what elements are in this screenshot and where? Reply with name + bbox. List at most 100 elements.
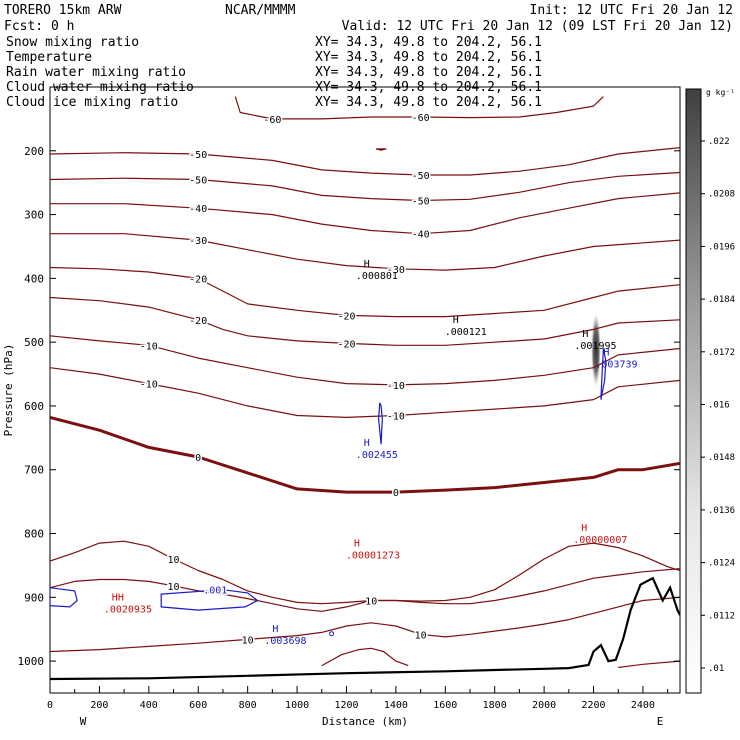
y-tick-label: 500 [24, 336, 44, 349]
isotherm-label: 10 [167, 582, 179, 593]
x-tick-label: 2000 [532, 700, 556, 711]
legend-temperature: Temperature [6, 50, 92, 65]
isotherm-line [618, 660, 680, 669]
cloud-water-contour [50, 587, 78, 608]
x-tick-label: 2400 [631, 700, 655, 711]
y-tick-label: 400 [24, 272, 44, 285]
isotherm-label: 0 [393, 488, 399, 499]
x-tick-label: 1200 [334, 700, 358, 711]
header: TORERO 15km ARW NCAR/MMMM Init: 12 UTC F… [4, 3, 733, 34]
isotherm-label: -50 [189, 150, 207, 161]
x-tick-label: 0 [47, 700, 53, 711]
x-tick-label: 1800 [483, 700, 507, 711]
x-tick-label: 1000 [285, 700, 309, 711]
colorbar-ticks: .022 .0208 .0196 .0184 .0172 .016 .0148 .0136 .0… [701, 137, 735, 674]
maximum-marker-value: .001995 [574, 341, 616, 352]
cloud-water-contour [160, 589, 259, 611]
legend-temperature-xy: XY= 34.3, 49.8 to 204.2, 56.1 [315, 50, 542, 65]
isotherm-line [50, 266, 680, 318]
isotherm-line [50, 335, 680, 386]
colorbar-tick-label: .0112 [708, 611, 735, 621]
maximum-marker-h: H [603, 348, 609, 359]
org-title: NCAR/MMMM [225, 3, 296, 18]
maximum-marker-value: .003739 [595, 360, 637, 371]
colorbar-tick-label: .022 [708, 137, 730, 147]
isotherm-label: -30 [387, 265, 405, 276]
isotherm-label: -50 [412, 171, 430, 182]
isotherm-line [50, 415, 680, 494]
isotherm-label: -60 [263, 115, 281, 126]
colorbar-tick-label: .0124 [708, 559, 735, 569]
cloud-water-contours: .001 [50, 348, 607, 637]
isotherm-label: -60 [412, 113, 430, 124]
cloud-water-contour-label: .001 [203, 586, 227, 597]
x-tick-label: 1600 [433, 700, 457, 711]
isotherm-label: -20 [189, 316, 207, 327]
cloud-water-small-circle [329, 631, 335, 637]
valid-time: Valid: 12 UTC Fri 20 Jan 12 (09 LST Fri … [342, 19, 733, 34]
isotherm-label: -10 [387, 412, 405, 423]
maximum-marker-value: .002455 [356, 450, 398, 461]
isotherm-label: -40 [189, 204, 207, 215]
isotherm-line [50, 192, 680, 235]
x-tick-label: 600 [189, 700, 207, 711]
isotherm-line [375, 148, 387, 151]
colorbar-tick-label: .016 [708, 401, 730, 411]
y-tick-label: 600 [24, 400, 44, 413]
isotherm-label: 10 [365, 597, 377, 608]
maximum-marker-value: .000801 [356, 271, 398, 282]
isotherm-label: -40 [412, 230, 430, 241]
maximum-marker-h: H [364, 438, 370, 449]
legend-rain: Rain water mixing ratio [6, 65, 186, 80]
cloud-water-contour [377, 402, 383, 445]
maximum-marker-value: .003698 [264, 636, 306, 647]
terrain-layer [50, 576, 680, 681]
isotherm-line [50, 568, 680, 612]
maximum-marker-value: .000121 [445, 327, 487, 338]
init-time: Init: 12 UTC Fri 20 Jan 12 [530, 3, 734, 18]
forecast-hour: Fcst: 0 h [4, 19, 74, 34]
x-tick-label: 200 [90, 700, 108, 711]
isotherm-label: 0 [195, 453, 201, 464]
plot-area: -60 -60 -50 -50 -50 -50 -40 -40 -30 -30 -20 -20 -20 -… [50, 96, 680, 681]
legend: Snow mixing ratio XY= 34.3, 49.8 to 204.… [6, 35, 542, 110]
x-axis: 0 200 400 600 800 1000 1200 1400 1600 1800 2000 220… [47, 686, 669, 711]
maximum-marker-h: H [354, 538, 360, 549]
maximum-marker-h: H [582, 329, 588, 340]
maximum-marker-value: .00000007 [573, 535, 627, 546]
isotherm-label: -50 [189, 176, 207, 187]
maximum-marker-h: H [581, 523, 587, 534]
isotherm-line [50, 171, 680, 202]
isotherm-label: 10 [365, 597, 377, 608]
legend-snow-xy: XY= 34.3, 49.8 to 204.2, 56.1 [315, 35, 542, 50]
isotherm-label: 10 [167, 555, 179, 566]
y-tick-label: 900 [24, 591, 44, 604]
isotherm-label: 10 [415, 630, 427, 641]
cloud-water-contour [600, 348, 607, 400]
maximum-marker-value: .00001273 [346, 550, 400, 561]
isotherm-label: 10 [242, 635, 254, 646]
x-axis-east-label: E [657, 715, 664, 728]
cloud-ice-shading [591, 313, 601, 387]
isotherm-label: -10 [140, 341, 158, 352]
isotherm-label: -10 [140, 380, 158, 391]
isotherm-label: -10 [387, 381, 405, 392]
y-tick-label: 200 [24, 145, 44, 158]
isotherm-label: -20 [337, 311, 355, 322]
isotherm-line [50, 147, 680, 176]
x-tick-label: 2200 [581, 700, 605, 711]
legend-rain-xy: XY= 34.3, 49.8 to 204.2, 56.1 [315, 65, 542, 80]
isotherm-line [50, 296, 680, 346]
x-tick-label: 800 [239, 700, 257, 711]
colorbar-tick-label: .01 [708, 664, 724, 674]
maximum-marker-value: .0020935 [104, 605, 152, 616]
isotherm-line [234, 96, 604, 120]
colorbar-tick-label: .0184 [708, 295, 735, 305]
plot-frame [49, 86, 681, 694]
maximum-marker-h: H [364, 259, 370, 270]
colorbar: .022 .0208 .0196 .0184 .0172 .016 .0148 .0136 .0… [685, 88, 735, 694]
colorbar-tick-label: .0196 [708, 242, 735, 252]
